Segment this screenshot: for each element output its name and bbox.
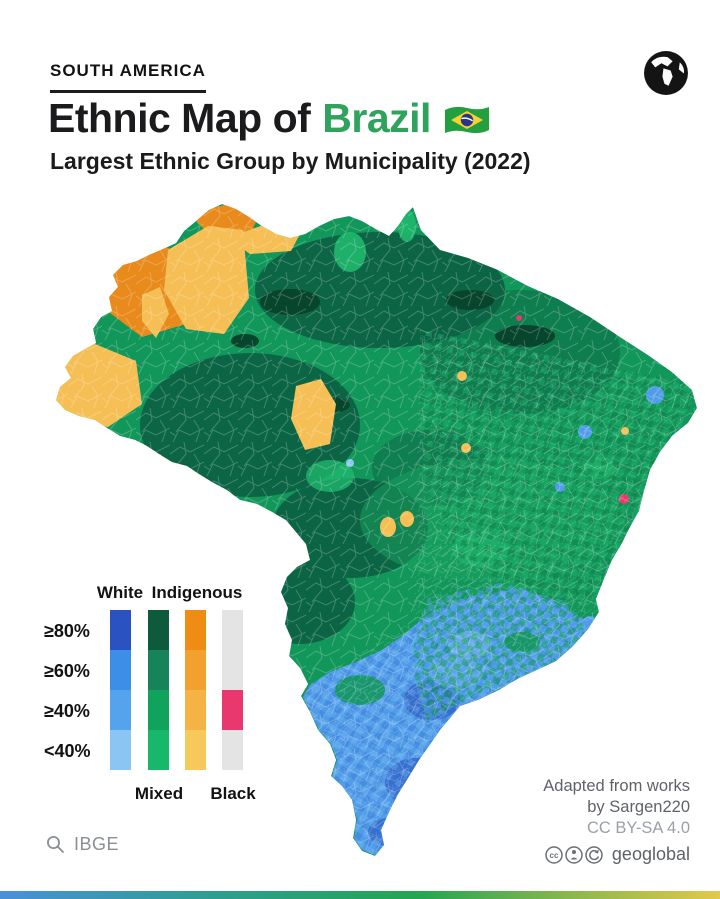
license-label: CC BY-SA 4.0: [586, 819, 690, 838]
legend-swatch: [148, 610, 169, 650]
globe-icon: [644, 51, 688, 95]
legend-swatch: [110, 690, 131, 730]
source-label: IBGE: [74, 834, 120, 854]
legend-swatch: [148, 650, 169, 690]
cc-license-icons: cc: [545, 845, 603, 864]
legend-swatch: [185, 650, 206, 690]
legend-label-mixed: Mixed: [134, 784, 184, 803]
legend-bar-mixed: [148, 610, 169, 770]
title-prefix: Ethnic Map of: [48, 95, 311, 141]
brand-label: geoglobal: [611, 844, 690, 864]
footer-gradient-stripe: [0, 891, 720, 899]
page-subtitle: Largest Ethnic Group by Municipality (20…: [50, 148, 531, 174]
credit-line: Adapted from works: [543, 777, 690, 795]
legend-label-white: White: [96, 583, 144, 602]
legend-row-lt40: <40%: [44, 741, 91, 761]
legend-swatch: [185, 730, 206, 770]
map-municipality-borders-fine: [300, 330, 697, 856]
legend-label-black: Black: [210, 784, 256, 803]
legend-swatch: [222, 650, 243, 690]
legend-label-indigenous: Indigenous: [151, 583, 243, 602]
legend-swatch: [185, 690, 206, 730]
attribution: Adapted from works by Sargen220 CC BY-SA…: [543, 776, 690, 839]
legend-row-40: ≥40%: [44, 701, 90, 721]
legend-swatch: [222, 610, 243, 650]
title-country: Brazil: [322, 95, 431, 141]
brazil-municipality-choropleth: [56, 204, 697, 856]
legend-row-60: ≥60%: [44, 661, 90, 681]
legend-swatch: [222, 730, 243, 770]
search-icon: [47, 836, 64, 853]
legend-swatch: [110, 730, 131, 770]
legend-swatch: [110, 650, 131, 690]
kicker-label: SOUTH AMERICA: [50, 61, 206, 93]
legend-row-80: ≥80%: [44, 621, 90, 641]
credit-line: by Sargen220: [587, 798, 690, 817]
data-source: IBGE: [46, 834, 119, 855]
legend-bar-black: [222, 610, 243, 770]
brand: cc geoglobal: [545, 844, 690, 865]
legend-bar-indigenous: [185, 610, 206, 770]
legend-swatch: [222, 690, 243, 730]
legend-swatch: [110, 610, 131, 650]
svg-text:cc: cc: [549, 851, 558, 860]
brazil-flag-icon: [444, 106, 489, 134]
legend-swatch: [148, 730, 169, 770]
legend-swatch: [185, 610, 206, 650]
page-title: Ethnic Map of Brazil: [48, 95, 491, 142]
legend-bar-white: [110, 610, 131, 770]
legend-swatch: [148, 690, 169, 730]
